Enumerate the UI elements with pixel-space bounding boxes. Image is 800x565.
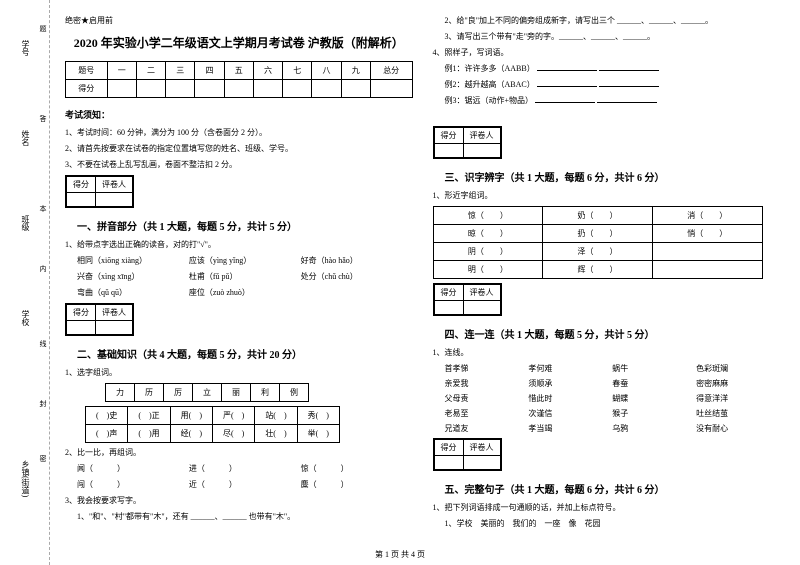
section2-title: 二、基础知识（共 4 大题，每题 5 分，共计 20 分）	[65, 346, 413, 361]
margin-xingming: 姓名	[20, 130, 31, 146]
score-h-7: 七	[283, 62, 312, 80]
score-h-6: 六	[253, 62, 282, 80]
right-ex3: 例3：锯远（动作+物品）	[433, 95, 781, 107]
margin-xiangzhen: 乡镇(街道)	[20, 460, 31, 497]
sec2-pair2: 闯（ ） 近（ ） 麋（ ）	[65, 479, 413, 491]
margin-sub-5: 封	[38, 400, 48, 407]
notes-title: 考试须知：	[65, 108, 413, 121]
char-select-table: 力 历 厉 立 丽 利 例	[105, 383, 309, 402]
content-area: 绝密★启用前 2020 年实验小学二年级语文上学期月考试卷 沪教版（附解析） 题…	[50, 0, 800, 565]
margin-sub-3: 内	[38, 265, 48, 272]
score-blank[interactable]	[107, 80, 136, 98]
sec2-q2: 2、比一比，再组词。	[65, 447, 413, 459]
margin-sub-6: 密	[38, 455, 48, 462]
score-r2-label: 得分	[66, 80, 108, 98]
score-h-1: 一	[107, 62, 136, 80]
sec4-r4: 老易至次谨信猴子吐丝结茧	[433, 408, 781, 420]
section1-scorebox: 得分评卷人	[65, 175, 134, 208]
margin-sub-4: 线	[38, 340, 48, 347]
score-h-9: 九	[341, 62, 370, 80]
exam-title: 2020 年实验小学二年级语文上学期月考试卷 沪教版（附解析）	[65, 34, 413, 51]
margin-sub-2: 本	[38, 205, 48, 212]
margin-xuexiao: 学校	[20, 310, 31, 326]
right-r1: 2、给"良"加上不同的偏旁组成新字，请写出三个 ______、______、__…	[433, 15, 781, 27]
margin-sub-1: 答	[38, 115, 48, 122]
section4-scorebox: 得分评卷人	[433, 283, 502, 316]
sec2-q3: 3、我会按要求写字。	[65, 495, 413, 507]
right-ex2: 例2：越升越高（ABAC）	[433, 79, 781, 91]
score-h-3: 三	[166, 62, 195, 80]
binding-margin: 学号 姓名 班级 学校 乡镇(街道) 题 答 本 内 线 封 密	[0, 0, 50, 565]
score-h-0: 题号	[66, 62, 108, 80]
sec1-line2: 兴奋（xìng xīng） 杜甫（fǔ pǔ） 处分（chǔ chù）	[65, 271, 413, 283]
secrecy-header: 绝密★启用前	[65, 15, 413, 26]
sec1-q: 1、给带点字选出正确的读音，对的打"√"。	[65, 239, 413, 251]
sec2-q1: 1、选字组词。	[65, 367, 413, 379]
score-table: 题号 一 二 三 四 五 六 七 八 九 总分 得分	[65, 61, 413, 98]
right-ex1: 例1：许许多多（AABB）	[433, 63, 781, 75]
right-q4: 4、照样子，写词语。	[433, 47, 781, 59]
sec4-r1: 首孝悌孝何难蜗牛色彩斑斓	[433, 363, 781, 375]
right-column: 2、给"良"加上不同的偏旁组成新字，请写出三个 ______、______、__…	[433, 15, 781, 550]
score-h-5: 五	[224, 62, 253, 80]
sb-c1: 得分	[67, 177, 96, 193]
char-fill-table: ( )史 ( )正 用( ) 严( ) 站( ) 秀( ) ( )声 ( )用 …	[85, 406, 340, 443]
section4-title: 四、连一连（共 1 大题，每题 5 分，共计 5 分）	[433, 326, 781, 341]
page-footer: 第 1 页 共 4 页	[0, 549, 800, 560]
sec1-line1: 相同（xiōng xiàng） 应该（yìng yǐng） 好奇（hào hǎo…	[65, 255, 413, 267]
sec4-r5: 兄道友孝当竭乌鸦没有耐心	[433, 423, 781, 435]
note-2: 2、请首先按要求在试卷的指定位置填写您的姓名、班级、学号。	[65, 143, 413, 154]
sec1-line3: 弯曲（qǔ qū） 座位（zuò zhuò）	[65, 287, 413, 299]
sec3-q: 1、形近字组词。	[433, 190, 781, 202]
sec4-r3: 父母责惜此时蝴蝶得意洋洋	[433, 393, 781, 405]
sec4-q: 1、连线。	[433, 347, 781, 359]
sec2-pair1: 闻（ ） 进（ ） 惊（ ）	[65, 463, 413, 475]
margin-xuehao: 学号	[20, 40, 31, 56]
right-r2: 3、请写出三个带有"走"旁的字。______、______、______。	[433, 31, 781, 43]
note-1: 1、考试时间：60 分钟，满分为 100 分（含卷面分 2 分）。	[65, 127, 413, 138]
section3-scorebox: 得分评卷人	[433, 126, 502, 159]
score-h-8: 八	[312, 62, 341, 80]
sb-c2: 评卷人	[96, 177, 133, 193]
left-column: 绝密★启用前 2020 年实验小学二年级语文上学期月考试卷 沪教版（附解析） 题…	[65, 15, 413, 550]
section1-title: 一、拼音部分（共 1 大题，每题 5 分，共计 5 分）	[65, 218, 413, 233]
margin-banji: 班级	[20, 215, 31, 231]
section5-scorebox: 得分评卷人	[433, 438, 502, 471]
section2-scorebox: 得分评卷人	[65, 303, 134, 336]
section5-title: 五、完整句子（共 1 大题，每题 6 分，共计 6 分）	[433, 481, 781, 496]
sec2-q3-1: 1、"和"、"村"都带有"木"，还有 ______、______ 也带有"木"。	[65, 511, 413, 523]
score-h-4: 四	[195, 62, 224, 80]
score-h-10: 总分	[370, 62, 412, 80]
note-3: 3、不要在试卷上乱写乱画，卷面不整洁扣 2 分。	[65, 159, 413, 170]
margin-sub-0: 题	[38, 25, 48, 32]
score-h-2: 二	[136, 62, 165, 80]
section3-title: 三、识字辨字（共 1 大题，每题 6 分，共计 6 分）	[433, 169, 781, 184]
sec5-line: 1、学校 美丽的 我们的 一座 像 花园	[433, 518, 781, 530]
sec3-table: 惊（ ）奶（ ）消（ ） 晾（ ）扔（ ）悄（ ） 阴（ ）泽（ ） 明（ ）辉…	[433, 206, 763, 279]
sec5-q: 1、把下列词语排成一句通顺的话，并加上标点符号。	[433, 502, 781, 514]
sec4-r2: 亲爱我须顺承春蚕密密麻麻	[433, 378, 781, 390]
